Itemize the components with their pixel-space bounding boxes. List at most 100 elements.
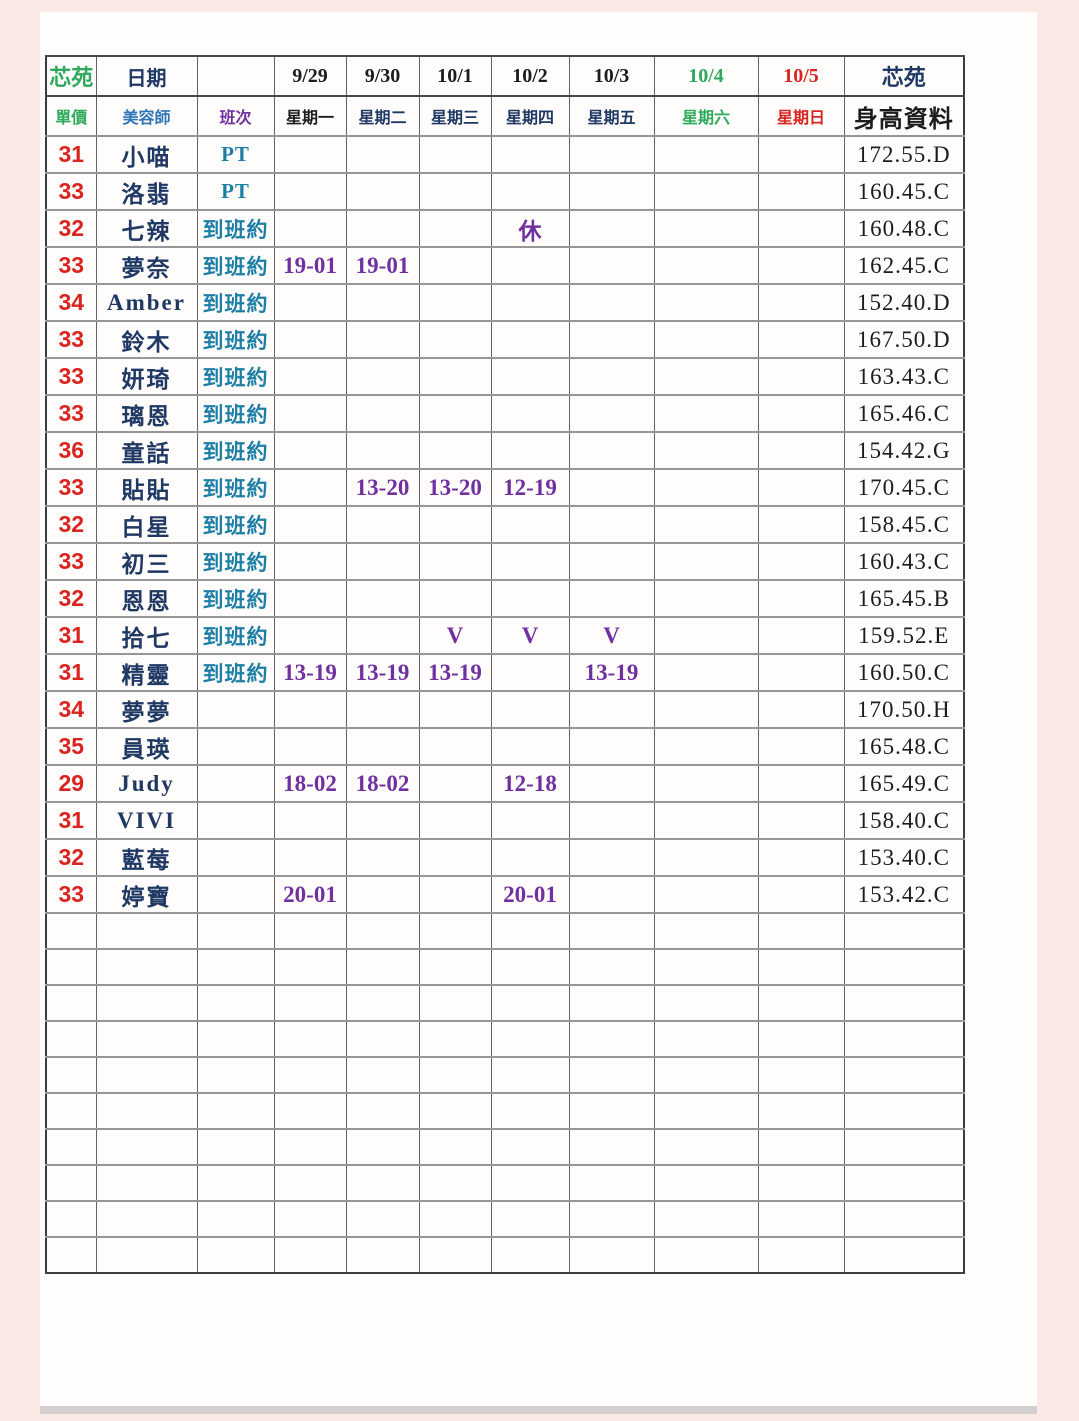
shift-cell: 到班約 (196, 357, 274, 395)
empty-cell (653, 1092, 758, 1129)
empty-cell (843, 912, 964, 949)
day-cell (273, 838, 346, 876)
empty-cell (45, 1200, 96, 1237)
price-cell: 31 (45, 653, 96, 691)
empty-cell (95, 912, 197, 949)
day-cell: 休 (490, 209, 569, 247)
empty-cell (345, 1128, 419, 1165)
empty-cell (345, 984, 419, 1021)
empty-cell (653, 1164, 758, 1201)
shift-cell: PT (196, 172, 274, 210)
empty-cell (653, 1200, 758, 1237)
day-cell (568, 135, 654, 173)
empty-cell (273, 1020, 346, 1057)
empty-cell (653, 984, 758, 1021)
price-cell: 32 (45, 505, 96, 543)
empty-row (45, 1200, 964, 1237)
name-cell: 童話 (95, 431, 197, 469)
empty-cell (196, 1092, 274, 1129)
header-weekday-cell: 星期六 (653, 95, 758, 136)
day-cell: 13-19 (568, 653, 654, 691)
empty-cell (843, 984, 964, 1021)
day-cell: 12-19 (490, 468, 569, 506)
table-row: 32 七辣 到班約 休 160.48.C (45, 209, 964, 247)
price-cell: 31 (45, 616, 96, 654)
day-cell (345, 135, 419, 173)
empty-cell (418, 1236, 491, 1273)
height-cell: 165.46.C (843, 394, 964, 432)
day-cell (418, 320, 491, 358)
shift-cell: 到班約 (196, 616, 274, 654)
empty-cell (653, 1128, 758, 1165)
day-cell (273, 542, 346, 580)
empty-cell (418, 1200, 491, 1237)
price-cell: 31 (45, 801, 96, 839)
empty-cell (843, 1236, 964, 1273)
day-cell (757, 246, 844, 284)
name-cell: 夢夢 (95, 690, 197, 728)
header-weekday-cell: 星期五 (568, 95, 654, 136)
table-row: 33 鈴木 到班約 167.50.D (45, 320, 964, 358)
day-cell (568, 172, 654, 210)
empty-row (45, 1236, 964, 1273)
day-cell (345, 320, 419, 358)
empty-cell (196, 912, 274, 949)
empty-cell (757, 1092, 844, 1129)
day-cell (273, 320, 346, 358)
day-cell (568, 357, 654, 395)
empty-cell (568, 1236, 654, 1273)
day-cell (653, 542, 758, 580)
day-cell (757, 172, 844, 210)
day-cell (418, 690, 491, 728)
day-cell (273, 172, 346, 210)
day-cell (490, 690, 569, 728)
price-cell: 33 (45, 246, 96, 284)
day-cell (653, 394, 758, 432)
day-cell: 18-02 (345, 764, 419, 802)
day-cell (490, 135, 569, 173)
empty-cell (568, 984, 654, 1021)
price-cell: 33 (45, 172, 96, 210)
empty-cell (196, 1056, 274, 1093)
day-cell (418, 727, 491, 765)
day-cell (653, 579, 758, 617)
price-cell: 31 (45, 135, 96, 173)
header-date-cell: 10/3 (568, 55, 654, 96)
day-cell (273, 801, 346, 839)
day-cell (568, 209, 654, 247)
empty-cell (568, 912, 654, 949)
day-cell (273, 727, 346, 765)
day-cell (490, 727, 569, 765)
shift-cell: 到班約 (196, 283, 274, 321)
price-cell: 33 (45, 394, 96, 432)
empty-cell (273, 1128, 346, 1165)
height-cell: 165.45.B (843, 579, 964, 617)
height-cell: 170.50.H (843, 690, 964, 728)
height-cell: 158.40.C (843, 801, 964, 839)
day-cell (757, 727, 844, 765)
table-row: 32 恩恩 到班約 165.45.B (45, 579, 964, 617)
day-cell (568, 283, 654, 321)
empty-row (45, 984, 964, 1021)
shift-cell (196, 727, 274, 765)
day-cell (273, 209, 346, 247)
day-cell (757, 764, 844, 802)
shift-cell: 到班約 (196, 246, 274, 284)
day-cell (345, 172, 419, 210)
day-cell (490, 542, 569, 580)
day-cell (568, 690, 654, 728)
empty-cell (345, 1056, 419, 1093)
day-cell (490, 653, 569, 691)
day-cell (653, 431, 758, 469)
empty-cell (490, 1200, 569, 1237)
empty-cell (45, 1236, 96, 1273)
day-cell (490, 246, 569, 284)
day-cell (345, 542, 419, 580)
empty-cell (843, 1092, 964, 1129)
day-cell (568, 838, 654, 876)
empty-cell (196, 1236, 274, 1273)
price-cell: 32 (45, 838, 96, 876)
day-cell (490, 283, 569, 321)
empty-cell (273, 1200, 346, 1237)
empty-cell (490, 1020, 569, 1057)
